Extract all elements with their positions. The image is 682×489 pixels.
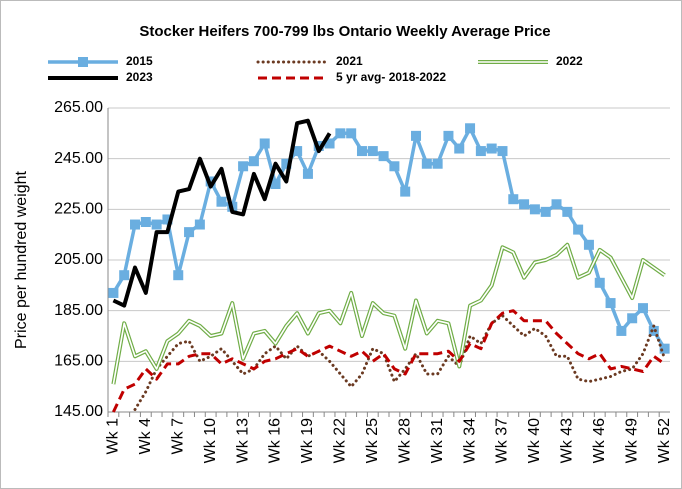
series-line (112, 118, 332, 308)
series-marker (130, 219, 141, 230)
series-marker (421, 158, 432, 169)
series-marker (173, 270, 184, 281)
series-marker (486, 143, 497, 154)
x-tick-label: Wk 43 (559, 418, 576, 463)
y-tick-label: 185.00 (54, 302, 103, 319)
series-marker (184, 227, 195, 238)
legend-label: 2022 (556, 54, 583, 68)
series-marker (259, 138, 270, 149)
series-marker (108, 287, 119, 298)
x-tick-label: Wk 40 (526, 418, 543, 463)
x-tick-label: Wk 31 (429, 418, 446, 463)
series-marker (162, 214, 173, 225)
series-marker (216, 196, 227, 207)
series-line-inner (112, 244, 666, 385)
series-marker (356, 146, 367, 157)
y-tick-label: 205.00 (54, 251, 103, 268)
x-tick-label: Wk 19 (299, 418, 316, 463)
series-marker (432, 158, 443, 169)
series-marker (411, 130, 422, 141)
series-marker (151, 219, 162, 230)
series-marker (562, 206, 573, 217)
x-tick-label: Wk 13 (234, 418, 251, 463)
x-tick-label: Wk 4 (137, 418, 154, 455)
series-marker (648, 325, 659, 336)
y-tick-label: 225.00 (54, 201, 103, 218)
chart-title: Stocker Heifers 700-799 lbs Ontario Week… (139, 23, 550, 40)
series-marker (497, 146, 508, 157)
series-marker (238, 161, 249, 172)
series-marker (551, 199, 562, 210)
x-tick-label: Wk 37 (494, 418, 511, 463)
series-marker (454, 143, 465, 154)
legend-label: 2021 (336, 54, 363, 68)
x-tick-label: Wk 10 (202, 418, 219, 463)
series-marker (583, 239, 594, 250)
series-marker (443, 130, 454, 141)
x-tick-label: Wk 16 (267, 418, 284, 463)
legend-marker (78, 57, 88, 67)
series-line (133, 314, 667, 411)
x-tick-label: Wk 46 (591, 418, 608, 463)
series-marker (367, 146, 378, 157)
series-marker (594, 277, 605, 288)
x-tick-label: Wk 34 (461, 418, 478, 463)
x-tick-label: Wk 1 (105, 418, 122, 455)
series-marker (119, 270, 130, 281)
series-marker (508, 194, 519, 205)
series-marker (400, 186, 411, 197)
series-marker (573, 224, 584, 235)
legend-label: 2015 (126, 54, 153, 68)
series-marker (248, 156, 259, 167)
x-tick-label: Wk 28 (396, 418, 413, 463)
legend-label: 2023 (126, 70, 153, 84)
series-marker (302, 168, 313, 179)
y-tick-label: 265.00 (54, 99, 103, 116)
series-marker (389, 161, 400, 172)
series-marker (194, 219, 205, 230)
series-line (112, 309, 666, 413)
series-marker (519, 199, 530, 210)
series-marker (616, 325, 627, 336)
legend-label: 5 yr avg- 2018-2022 (336, 70, 446, 84)
series-marker (465, 123, 476, 134)
series-marker (627, 313, 638, 324)
x-tick-label: Wk 22 (332, 418, 349, 463)
x-tick-label: Wk 7 (169, 418, 186, 455)
series-marker (140, 217, 151, 227)
series-marker (637, 303, 648, 314)
series-marker (292, 146, 303, 157)
series-marker (346, 128, 357, 139)
series-marker (281, 158, 292, 169)
y-axis-label: Price per hundred weight (13, 171, 30, 349)
x-tick-label: Wk 25 (364, 418, 381, 463)
series-marker (475, 146, 486, 157)
x-tick-label: Wk 49 (623, 418, 640, 463)
y-tick-label: 245.00 (54, 150, 103, 167)
series-marker (540, 206, 551, 217)
y-tick-label: 145.00 (54, 403, 103, 420)
series-marker (529, 204, 540, 215)
series-marker (605, 298, 616, 309)
series-marker (324, 138, 335, 149)
series-line (111, 126, 667, 350)
series-marker (659, 343, 670, 354)
y-tick-label: 165.00 (54, 353, 103, 370)
series-marker (335, 128, 346, 139)
series-marker (378, 151, 389, 162)
series-marker (270, 179, 281, 189)
x-tick-label: Wk 52 (656, 418, 673, 463)
